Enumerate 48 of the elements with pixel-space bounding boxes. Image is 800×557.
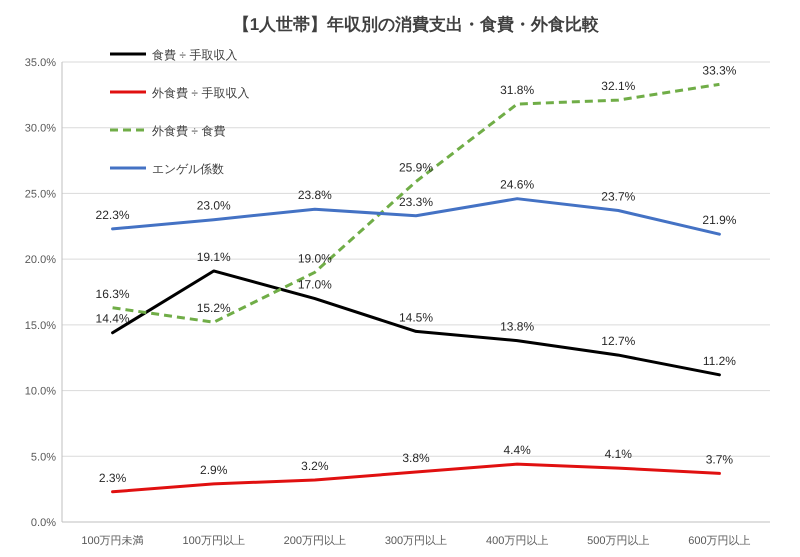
data-label: 14.5% [398, 310, 434, 324]
x-tick-label: 600万円以上 [688, 534, 751, 547]
x-tick-label: 300万円以上 [384, 534, 448, 547]
data-label: 14.4% [96, 312, 130, 326]
data-label: 31.8% [500, 83, 534, 98]
data-label: 12.7% [601, 334, 636, 348]
data-label: 16.3% [96, 286, 130, 301]
data-label: 23.0% [196, 198, 232, 213]
data-label: 3.8% [402, 451, 430, 466]
x-tick-label: 200万円以上 [284, 534, 346, 547]
data-label: 17.0% [298, 278, 332, 292]
legend-label: 食費 ÷ 手取収入 [152, 48, 238, 62]
legend-label: エンゲル係数 [152, 162, 224, 176]
data-label: 25.9% [398, 160, 434, 175]
y-tick-label: 35.0% [24, 57, 56, 69]
data-label: 3.7% [706, 452, 734, 466]
chart-title: 【1人世帯】年収別の消費支出・食費・外食比較 [232, 15, 600, 34]
y-tick-label: 25.0% [24, 188, 56, 200]
data-label: 19.1% [196, 250, 232, 264]
y-tick-label: 30.0% [24, 122, 56, 135]
x-tick-label: 100万円未満 [81, 534, 144, 547]
data-label: 2.3% [98, 470, 127, 485]
data-label: 24.6% [500, 178, 534, 192]
data-label: 32.1% [601, 79, 636, 94]
x-tick-label: 500万円以上 [587, 534, 650, 547]
data-label: 4.1% [604, 447, 632, 462]
data-label: 2.9% [200, 462, 228, 477]
data-label: 21.9% [702, 213, 737, 228]
x-tick-label: 100万円以上 [182, 534, 245, 547]
data-label: 23.8% [298, 188, 332, 202]
data-label: 23.7% [601, 190, 636, 204]
data-label: 22.3% [96, 208, 130, 222]
legend-label: 外食費 ÷ 食費 [152, 124, 226, 138]
data-label: 3.2% [301, 458, 329, 473]
data-label: 33.3% [702, 63, 737, 78]
data-label: 19.0% [298, 251, 332, 266]
y-tick-label: 10.0% [24, 386, 56, 398]
data-label: 23.3% [398, 194, 434, 209]
y-tick-label: 20.0% [24, 254, 56, 266]
y-tick-label: 0.0% [30, 517, 56, 529]
y-tick-label: 5.0% [30, 451, 56, 464]
data-label: 4.4% [503, 443, 532, 458]
legend-label: 外食費 ÷ 手取収入 [152, 86, 250, 100]
data-label: 11.2% [702, 354, 736, 368]
y-tick-label: 15.0% [24, 320, 56, 332]
data-label: 15.2% [196, 301, 232, 316]
x-tick-label: 400万円以上 [486, 534, 548, 547]
data-label: 13.8% [500, 320, 534, 334]
